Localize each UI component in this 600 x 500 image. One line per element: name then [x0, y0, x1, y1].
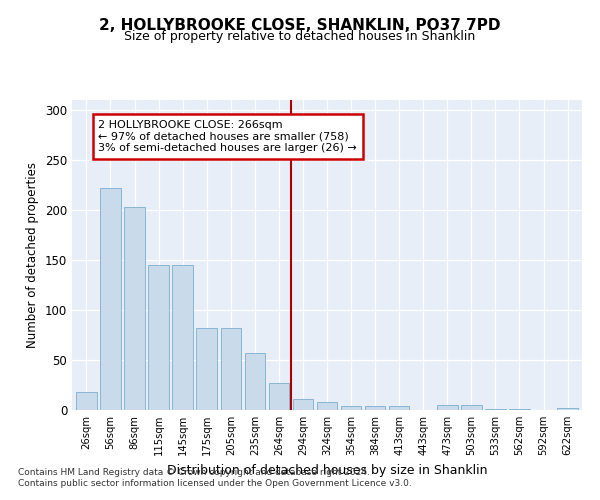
X-axis label: Distribution of detached houses by size in Shanklin: Distribution of detached houses by size …: [167, 464, 487, 476]
Bar: [172, 265, 193, 410]
Text: Contains HM Land Registry data © Crown copyright and database right 2024.
Contai: Contains HM Land Registry data © Crown c…: [18, 468, 412, 487]
Bar: [293, 399, 313, 410]
Bar: [389, 406, 409, 410]
Y-axis label: Number of detached properties: Number of detached properties: [26, 162, 40, 348]
Text: 2 HOLLYBROOKE CLOSE: 266sqm
← 97% of detached houses are smaller (758)
3% of sem: 2 HOLLYBROOKE CLOSE: 266sqm ← 97% of det…: [98, 120, 357, 153]
Bar: [365, 406, 385, 410]
Bar: [245, 353, 265, 410]
Bar: [485, 409, 506, 410]
Bar: [437, 405, 458, 410]
Bar: [76, 392, 97, 410]
Bar: [100, 188, 121, 410]
Bar: [461, 405, 482, 410]
Bar: [557, 408, 578, 410]
Text: 2, HOLLYBROOKE CLOSE, SHANKLIN, PO37 7PD: 2, HOLLYBROOKE CLOSE, SHANKLIN, PO37 7PD: [99, 18, 501, 32]
Text: Size of property relative to detached houses in Shanklin: Size of property relative to detached ho…: [124, 30, 476, 43]
Bar: [269, 383, 289, 410]
Bar: [341, 406, 361, 410]
Bar: [148, 265, 169, 410]
Bar: [509, 409, 530, 410]
Bar: [317, 402, 337, 410]
Bar: [221, 328, 241, 410]
Bar: [196, 328, 217, 410]
Bar: [124, 207, 145, 410]
